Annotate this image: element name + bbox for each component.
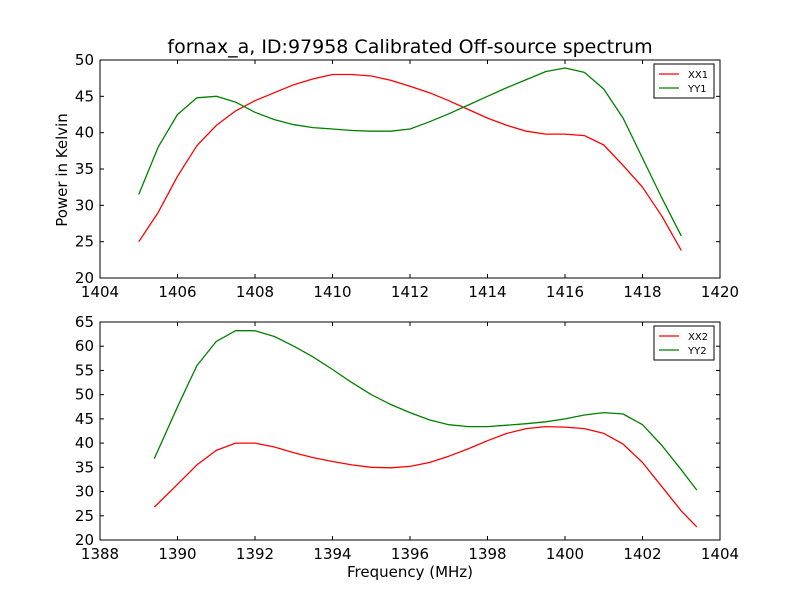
- x-tick-label: 1408: [236, 283, 274, 301]
- legend-label-xx1: XX1: [688, 70, 708, 81]
- y-tick-label: 20: [75, 269, 94, 287]
- legend-label-yy2: YY2: [687, 346, 707, 357]
- y-tick-label: 35: [75, 458, 94, 476]
- x-tick-label: 1410: [313, 283, 351, 301]
- y-tick-label: 60: [75, 337, 94, 355]
- x-tick-label: 1406: [158, 283, 196, 301]
- y-tick-label: 40: [75, 434, 94, 452]
- x-tick-label: 1392: [236, 545, 274, 563]
- top-chart-panel: 1404 1406 1408 1410 1412 1414 1416 1418 1420 20 25…: [75, 51, 739, 301]
- legend-label-xx2: XX2: [688, 332, 708, 343]
- x-tick-label: 1414: [468, 283, 506, 301]
- x-tick-label: 1402: [623, 545, 661, 563]
- y-tick-label: 55: [75, 361, 94, 379]
- plot-frame-1: [99, 321, 721, 541]
- x-axis-label: Frequency (MHz): [347, 563, 473, 581]
- y-tick-label: 20: [75, 531, 94, 549]
- y-tick-label: 35: [75, 160, 94, 178]
- y-tick-label: 40: [75, 124, 94, 142]
- x-tick-label: 1396: [391, 545, 429, 563]
- legend-label-yy1: YY1: [687, 84, 707, 95]
- y-tick-label: 50: [75, 386, 94, 404]
- x-tick-label: 1420: [701, 283, 739, 301]
- y-tick-label: 25: [75, 233, 94, 251]
- y-axis-label: Power in Kelvin: [53, 113, 71, 227]
- series-line-xx1: [138, 73, 682, 251]
- x-tick-label: 1388: [81, 545, 119, 563]
- series-line-yy1: [138, 67, 682, 237]
- x-tick-label: 1412: [391, 283, 429, 301]
- series-line-yy2: [153, 330, 698, 491]
- x-tick-label: 1404: [81, 283, 119, 301]
- y-tick-label: 50: [75, 51, 94, 69]
- x-tick-label: 1400: [546, 545, 584, 563]
- x-tick-label: 1390: [158, 545, 196, 563]
- x-tick-label: 1416: [546, 283, 584, 301]
- y-tick-label: 45: [75, 87, 94, 105]
- y-tick-label: 65: [75, 313, 94, 331]
- x-tick-label: 1398: [468, 545, 506, 563]
- y-tick-label: 25: [75, 507, 94, 525]
- series-line-xx2: [153, 425, 698, 528]
- y-tick-label: 30: [75, 196, 94, 214]
- x-tick-label: 1394: [313, 545, 351, 563]
- legend-box: [653, 63, 715, 99]
- x-tick-label: 1418: [623, 283, 661, 301]
- y-tick-label: 30: [75, 483, 94, 501]
- y-tick-label: 45: [75, 410, 94, 428]
- legend-box: [653, 325, 715, 361]
- bottom-chart-panel: 1388 1390 1392 1394 1396 1398 1400 1402 1404 20 25…: [75, 313, 739, 563]
- figure-title: fornax_a, ID:97958 Calibrated Off-source…: [167, 36, 652, 58]
- x-tick-label: 1404: [701, 545, 739, 563]
